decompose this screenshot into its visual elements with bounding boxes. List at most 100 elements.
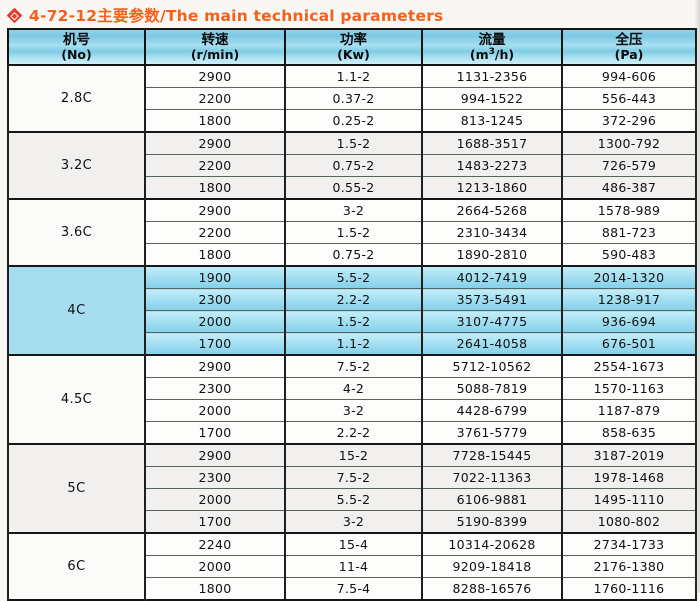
value-cell: 0.55-2 bbox=[284, 176, 423, 200]
value-cell: 0.25-2 bbox=[284, 109, 423, 133]
model-cell-3.2C: 3.2C bbox=[7, 131, 146, 200]
column-title: 机号 bbox=[63, 31, 90, 48]
value-cell: 6106-9881 bbox=[421, 488, 563, 511]
table-row: 1800 0.75-2 1890-2810 590-483 bbox=[8, 243, 697, 267]
column-title: 功率 bbox=[340, 31, 367, 48]
value-cell: 1238-917 bbox=[561, 288, 697, 311]
value-cell: 0.75-2 bbox=[284, 154, 423, 177]
table-row: 2000 3-2 4428-6799 1187-879 bbox=[8, 399, 697, 422]
value-cell: 1700 bbox=[144, 332, 286, 356]
value-cell: 7022-11363 bbox=[421, 466, 563, 489]
value-cell: 1483-2273 bbox=[421, 154, 563, 177]
value-cell: 1.5-2 bbox=[284, 310, 423, 333]
value-cell: 1495-1110 bbox=[561, 488, 697, 511]
value-cell: 1.5-2 bbox=[284, 131, 423, 155]
value-cell: 994-606 bbox=[561, 64, 697, 88]
table-row: 2000 11-4 9209-18418 2176-1380 bbox=[8, 555, 697, 578]
value-cell: 2554-1673 bbox=[561, 354, 697, 378]
value-cell: 2176-1380 bbox=[561, 555, 697, 578]
value-cell: 2900 bbox=[144, 131, 286, 155]
value-cell: 4428-6799 bbox=[421, 399, 563, 422]
value-cell: 2.2-2 bbox=[284, 288, 423, 311]
value-cell: 3573-5491 bbox=[421, 288, 563, 311]
column-header-no: 机号 (No) bbox=[7, 28, 146, 66]
value-cell: 936-694 bbox=[561, 310, 697, 333]
value-cell: 2900 bbox=[144, 198, 286, 222]
value-cell: 1.1-2 bbox=[284, 64, 423, 88]
table-row: 2300 2.2-2 3573-5491 1238-917 bbox=[8, 288, 697, 311]
value-cell: 0.37-2 bbox=[284, 87, 423, 110]
table-row: 5C 2900 15-2 7728-15445 3187-2019 bbox=[7, 443, 697, 534]
value-cell: 2000 bbox=[144, 310, 286, 333]
model-cell-2.8C: 2.8C bbox=[7, 64, 146, 133]
value-cell: 2900 bbox=[144, 443, 286, 467]
value-cell: 2240 bbox=[144, 532, 286, 556]
value-cell: 7728-15445 bbox=[421, 443, 563, 467]
value-cell: 1800 bbox=[144, 109, 286, 133]
value-cell: 994-1522 bbox=[421, 87, 563, 110]
value-cell: 3761-5779 bbox=[421, 421, 563, 445]
table-row: 2200 0.37-2 994-1522 556-443 bbox=[8, 87, 697, 110]
table-row: 2000 1.5-2 3107-4775 936-694 bbox=[8, 310, 697, 333]
header-row: 机号 (No) 转速 (r/min) 功率 (Kw) 流量 (m3/h) 全压 (Pa) bbox=[7, 28, 697, 66]
value-cell: 486-387 bbox=[561, 176, 697, 200]
value-cell: 5.5-2 bbox=[284, 488, 423, 511]
table-row: 4C 1900 5.5-2 4012-7419 2014-1320 bbox=[7, 265, 697, 356]
column-title: 转速 bbox=[201, 31, 229, 48]
value-cell: 7.5-2 bbox=[284, 466, 423, 489]
value-cell: 1187-879 bbox=[561, 399, 697, 422]
value-cell: 11-4 bbox=[284, 555, 423, 578]
value-cell: 1800 bbox=[144, 176, 286, 200]
value-cell: 2200 bbox=[144, 221, 286, 244]
value-cell: 1890-2810 bbox=[421, 243, 563, 267]
value-cell: 2664-5268 bbox=[421, 198, 563, 222]
value-cell: 1.5-2 bbox=[284, 221, 423, 244]
table-header: 机号 (No) 转速 (r/min) 功率 (Kw) 流量 (m3/h) 全压 (Pa) bbox=[7, 28, 697, 66]
section-title: 4-72-12主要参数/The main technical parameter… bbox=[0, 0, 700, 28]
value-cell: 3-2 bbox=[284, 399, 423, 422]
table-row: 1700 2.2-2 3761-5779 858-635 bbox=[8, 421, 697, 445]
value-cell: 2310-3434 bbox=[421, 221, 563, 244]
value-cell: 10314-20628 bbox=[421, 532, 563, 556]
value-cell: 3187-2019 bbox=[561, 443, 697, 467]
table-row: 2300 4-2 5088-7819 1570-1163 bbox=[8, 377, 697, 400]
value-cell: 4012-7419 bbox=[421, 265, 563, 289]
value-cell: 15-2 bbox=[284, 443, 423, 467]
value-cell: 3107-4775 bbox=[421, 310, 563, 333]
section-title-text: 4-72-12主要参数/The main technical parameter… bbox=[29, 7, 444, 25]
value-cell: 2641-4058 bbox=[421, 332, 563, 356]
column-header-power: 功率 (Kw) bbox=[284, 28, 423, 66]
model-cell-5C: 5C bbox=[7, 443, 146, 534]
value-cell: 2300 bbox=[144, 377, 286, 400]
value-cell: 1213-1860 bbox=[421, 176, 563, 200]
value-cell: 1.1-2 bbox=[284, 332, 423, 356]
table-body: 2.8C 2900 1.1-2 1131-2356 994-606 2200 0.37-2 9… bbox=[7, 64, 697, 601]
parameters-table: 机号 (No) 转速 (r/min) 功率 (Kw) 流量 (m3/h) 全压 (Pa) 2.8C… bbox=[7, 28, 697, 601]
model-cell-4.5C: 4.5C bbox=[7, 354, 146, 445]
table-row: 4.5C 2900 7.5-2 5712-10562 2554-1673 bbox=[7, 354, 697, 445]
column-unit: (Kw) bbox=[337, 47, 370, 63]
diamond-icon bbox=[6, 7, 23, 23]
value-cell: 676-501 bbox=[561, 332, 697, 356]
column-header-flow: 流量 (m3/h) bbox=[421, 28, 563, 66]
value-cell: 2000 bbox=[144, 488, 286, 511]
value-cell: 2000 bbox=[144, 399, 286, 422]
value-cell: 0.75-2 bbox=[284, 243, 423, 267]
value-cell: 1300-792 bbox=[561, 131, 697, 155]
value-cell: 1131-2356 bbox=[421, 64, 563, 88]
value-cell: 813-1245 bbox=[421, 109, 563, 133]
column-unit: (r/min) bbox=[190, 47, 240, 63]
table-row: 2300 7.5-2 7022-11363 1978-1468 bbox=[8, 466, 697, 489]
table-row: 6C 2240 15-4 10314-20628 2734-1733 bbox=[7, 532, 697, 601]
value-cell: 2900 bbox=[144, 354, 286, 378]
value-cell: 15-4 bbox=[284, 532, 423, 556]
value-cell: 1578-989 bbox=[561, 198, 697, 222]
model-cell-3.6C: 3.6C bbox=[7, 198, 146, 267]
table-row: 2000 5.5-2 6106-9881 1495-1110 bbox=[8, 488, 697, 511]
table-row: 2200 0.75-2 1483-2273 726-579 bbox=[8, 154, 697, 177]
model-cell-4C: 4C bbox=[7, 265, 146, 356]
value-cell: 3-2 bbox=[284, 198, 423, 222]
value-cell: 5712-10562 bbox=[421, 354, 563, 378]
value-cell: 5190-8399 bbox=[421, 510, 563, 534]
table-row: 2200 1.5-2 2310-3434 881-723 bbox=[8, 221, 697, 244]
